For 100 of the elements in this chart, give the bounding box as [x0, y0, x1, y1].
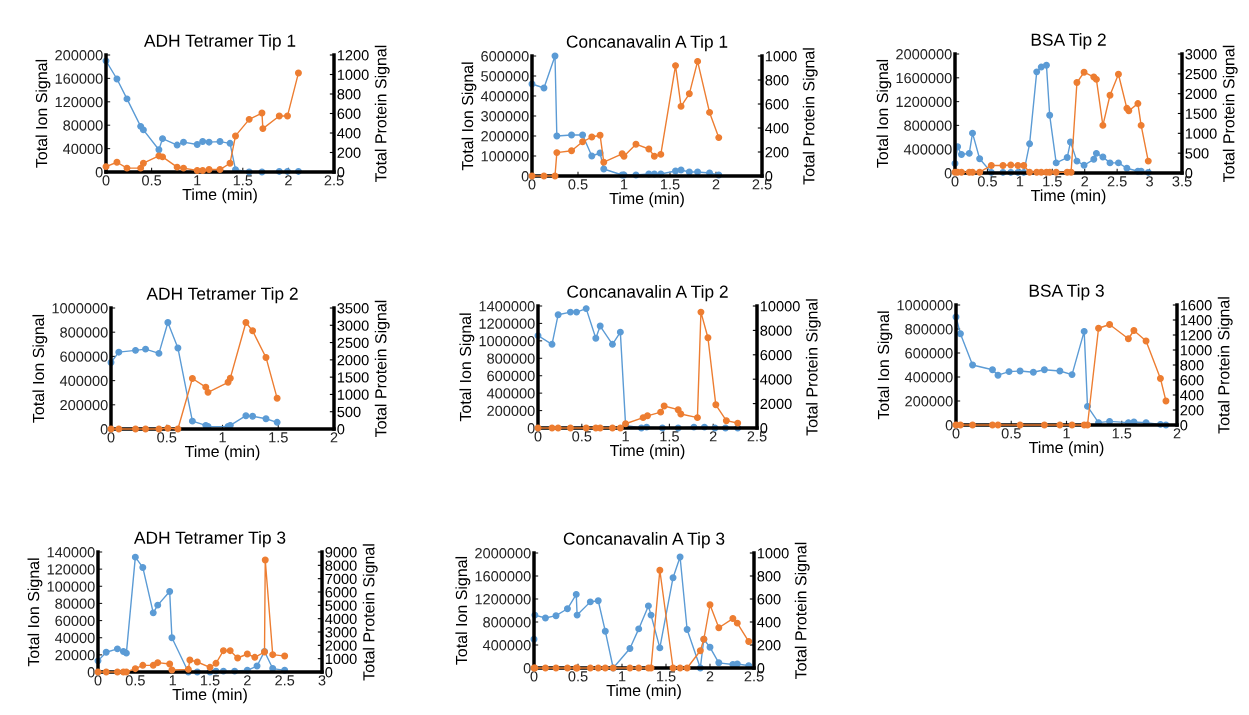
- x-tick-label: 0.5: [1001, 428, 1021, 439]
- y2-tick-label: 600: [1180, 375, 1204, 386]
- y2-tick-label: 3000: [337, 320, 369, 331]
- y-axis-title: Total Ion Signal: [461, 62, 477, 171]
- y-tick-label: 400000: [59, 375, 108, 387]
- y-axis-title: Total Ion Signal: [877, 311, 893, 420]
- chart-title: ADH Tetramer Tip 2: [146, 287, 298, 304]
- y2-tick-label: 9000: [325, 547, 357, 558]
- y-tick-label: 200000: [481, 131, 529, 142]
- x-tick-label: 2: [244, 675, 251, 686]
- y2-tick-label: 200: [757, 640, 781, 651]
- y-tick-label: 200000: [487, 405, 535, 416]
- x-tick-label: 1.5: [660, 431, 679, 442]
- y2-tick-label: 200: [765, 147, 789, 158]
- y2-tick-label: 0: [1180, 420, 1188, 431]
- x-tick-label: 1: [169, 675, 177, 686]
- chart-title: ADH Tetramer Tip 3: [133, 531, 286, 548]
- x-tick-label: 0.5: [568, 179, 588, 190]
- x-axis-title: Time (min): [1031, 189, 1106, 205]
- x-axis-title: Time (min): [1029, 441, 1104, 457]
- y-tick-label: 300000: [481, 111, 529, 122]
- x-tick-label: 0: [107, 432, 115, 443]
- y2-axis-title: Total Protein Signal: [374, 45, 390, 182]
- chart-title: ADH Tetramer Tip 1: [143, 34, 296, 51]
- x-tick-label: 2: [706, 671, 714, 682]
- x-tick-label: 1.5: [1112, 428, 1132, 439]
- y2-tick-label: 1600: [1180, 300, 1212, 311]
- y2-tick-label: 4000: [325, 613, 357, 625]
- y-tick-label: 1000000: [52, 303, 108, 314]
- y-tick-label: 0: [944, 168, 952, 179]
- y-tick-label: 120000: [47, 564, 95, 575]
- y-tick-label: 800000: [487, 353, 535, 364]
- x-tick-label: 1: [219, 432, 226, 443]
- y-tick-label: 600000: [487, 370, 535, 382]
- x-tick-label: 1: [1016, 176, 1024, 187]
- x-tick-label: 0.5: [572, 431, 592, 442]
- x-tick-label: 0.5: [142, 175, 162, 186]
- y2-axis-title: Total Protein Signal: [794, 542, 810, 679]
- y2-tick-label: 400: [765, 123, 789, 134]
- y2-tick-label: 200: [337, 147, 361, 158]
- y-tick-label: 100000: [47, 581, 95, 592]
- x-tick-label: 2: [1173, 428, 1181, 439]
- x-tick-label: 1.5: [233, 175, 253, 186]
- x-tick-label: 1: [622, 431, 629, 442]
- y-tick-label: 800000: [904, 120, 952, 131]
- x-axis-title: Time (min): [182, 188, 257, 204]
- y-axis-title: Total Ion Signal: [876, 59, 892, 168]
- y-tick-label: 20000: [55, 649, 95, 661]
- x-tick-label: 1: [1063, 428, 1070, 439]
- y2-tick-label: 2000: [1185, 88, 1217, 100]
- y2-tick-label: 5000: [325, 600, 357, 611]
- x-tick-label: 1.5: [200, 675, 220, 686]
- y2-tick-label: 10000: [760, 301, 800, 312]
- x-axis-title: Time (min): [172, 688, 247, 704]
- y2-tick-label: 800: [1180, 360, 1204, 371]
- y-tick-label: 1600000: [896, 72, 952, 84]
- y2-tick-label: 6000: [760, 349, 792, 361]
- x-tick-label: 1.5: [269, 432, 288, 443]
- x-tick-label: 0: [534, 431, 542, 442]
- y-tick-label: 600000: [905, 348, 953, 359]
- y-tick-label: 40000: [63, 143, 103, 155]
- y2-tick-label: 200: [1180, 405, 1204, 416]
- y-tick-label: 140000: [47, 547, 95, 558]
- x-tick-label: 1.5: [1043, 176, 1062, 187]
- x-tick-label: 1: [194, 175, 201, 186]
- x-tick-label: 0.5: [568, 671, 588, 682]
- chart-title: BSA Tip 3: [1029, 284, 1104, 301]
- x-tick-label: 2: [330, 432, 338, 443]
- y2-tick-label: 2000: [337, 354, 369, 366]
- x-tick-label: 1: [621, 179, 628, 190]
- y-tick-label: 800000: [60, 327, 108, 338]
- y-tick-label: 200000: [55, 50, 103, 61]
- y2-tick-label: 1200: [337, 50, 369, 61]
- y2-axis-title: Total Protein Signal: [362, 544, 378, 681]
- y2-tick-label: 1000: [757, 548, 789, 559]
- x-tick-label: 2: [709, 431, 717, 442]
- y2-tick-label: 400: [337, 128, 361, 139]
- y-tick-label: 0: [523, 663, 531, 674]
- y-tick-label: 2000000: [896, 49, 952, 60]
- y-tick-label: 1200000: [475, 594, 531, 605]
- y2-tick-label: 1000: [765, 51, 797, 62]
- y2-tick-label: 400: [1180, 390, 1204, 401]
- x-tick-label: 1.5: [656, 671, 676, 682]
- y2-tick-label: 1000: [337, 69, 369, 80]
- x-tick-label: 0: [952, 428, 960, 439]
- x-tick-label: 0.5: [977, 176, 997, 187]
- x-tick-label: 2.5: [275, 675, 295, 686]
- y2-tick-label: 2500: [1185, 68, 1217, 80]
- y-tick-label: 200000: [60, 399, 108, 411]
- y-tick-label: 160000: [55, 73, 103, 84]
- y-axis-title: Total Ion Signal: [32, 314, 48, 423]
- y-tick-label: 1000000: [479, 335, 535, 347]
- y-tick-label: 1600000: [475, 571, 531, 582]
- y2-tick-label: 500: [1185, 148, 1209, 159]
- y-tick-label: 80000: [55, 598, 95, 609]
- y2-axis-title: Total Protein Signal: [805, 299, 821, 436]
- y-tick-label: 400000: [904, 372, 953, 383]
- y-tick-label: 400000: [480, 91, 529, 102]
- y2-tick-label: 400: [757, 617, 781, 628]
- y2-tick-label: 600: [765, 99, 789, 110]
